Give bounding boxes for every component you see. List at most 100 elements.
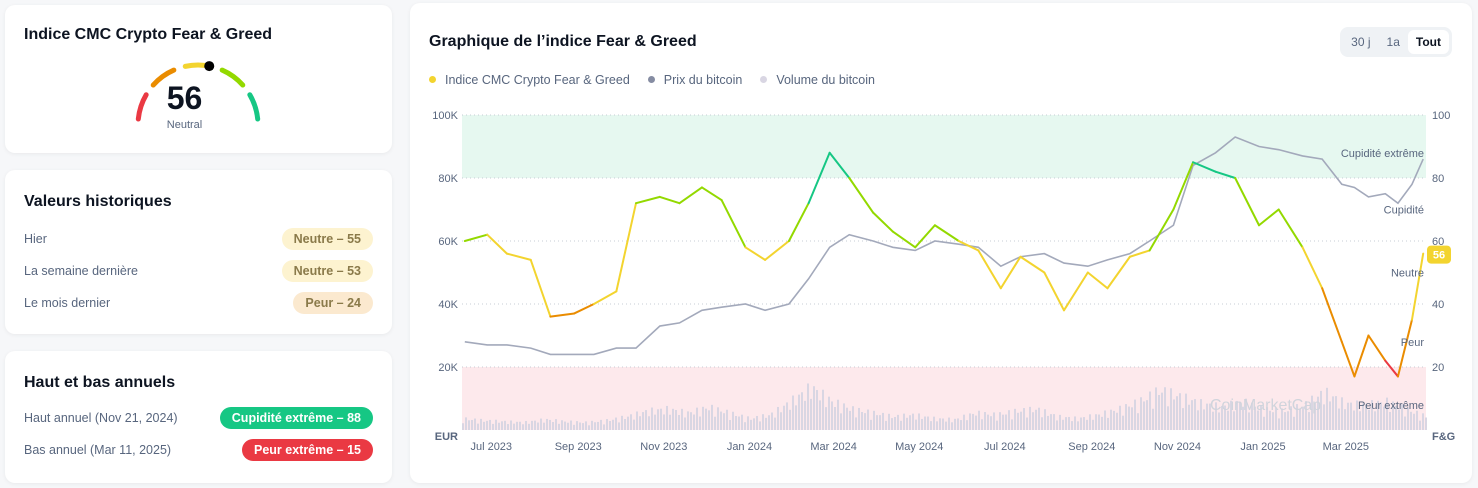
volume-bar	[1359, 411, 1361, 430]
volume-bar	[1302, 406, 1304, 430]
volume-bar	[1071, 421, 1073, 430]
volume-bar	[1203, 409, 1205, 430]
volume-bar	[966, 420, 968, 430]
volume-bar	[894, 417, 896, 430]
volume-bar	[1221, 405, 1223, 430]
legend-fear-greed[interactable]: Indice CMC Crypto Fear & Greed	[429, 73, 630, 87]
gauge-segment	[247, 92, 261, 122]
volume-bar	[984, 412, 986, 430]
volume-bar	[879, 415, 881, 430]
fear-greed-segment	[720, 199, 747, 249]
x-axis-tick: Mar 2024	[810, 441, 856, 453]
gauge-needle-dot	[204, 61, 215, 72]
watermark-logo: CoinMarketCap	[1210, 397, 1321, 414]
volume-bar	[1326, 387, 1328, 430]
volume-bar	[795, 405, 797, 430]
range-all[interactable]: Tout	[1407, 30, 1449, 54]
volume-bar	[759, 421, 761, 430]
volume-bar	[1149, 391, 1151, 430]
volume-bar	[885, 420, 887, 430]
volume-bar	[1062, 419, 1064, 430]
volume-bar	[1029, 406, 1031, 430]
volume-bar	[915, 419, 917, 430]
volume-bar	[1197, 410, 1199, 430]
volume-bar	[750, 419, 752, 430]
volume-bar	[1230, 400, 1232, 430]
yearly-high-low-card: Haut et bas annuels Haut annuel (Nov 21,…	[5, 351, 392, 483]
historical-row: La semaine dernière Neutre – 53	[24, 260, 373, 282]
volume-bar	[489, 419, 491, 430]
volume-bar	[873, 410, 875, 430]
range-selector[interactable]: 30 j 1a Tout	[1340, 27, 1452, 57]
volume-bar	[870, 419, 872, 430]
volume-bar	[924, 416, 926, 430]
volume-bar	[1296, 404, 1298, 430]
range-1y[interactable]: 1a	[1386, 35, 1400, 49]
volume-bar	[822, 389, 824, 430]
left-axis-tick: 20K	[438, 362, 458, 374]
volume-bar	[1332, 396, 1334, 430]
volume-bar	[492, 423, 494, 430]
volume-bar	[540, 418, 542, 430]
volume-bar	[858, 407, 860, 430]
volume-bar	[999, 412, 1001, 430]
volume-bar	[696, 407, 698, 430]
volume-bar	[663, 414, 665, 430]
volume-bar	[1215, 402, 1217, 430]
fear-greed-segment	[658, 195, 681, 205]
fear-greed-segment	[957, 240, 980, 252]
volume-bar	[876, 415, 878, 430]
volume-bar	[1032, 412, 1034, 430]
fear-greed-segment	[914, 224, 936, 249]
yearly-row: Bas annuel (Mar 11, 2025) Peur extrême – …	[24, 439, 373, 461]
historical-values-card: Valeurs historiques Hier Neutre – 55 La se…	[5, 170, 392, 334]
volume-bar	[1191, 400, 1193, 430]
volume-bar	[1299, 409, 1301, 430]
volume-bar	[1416, 410, 1418, 430]
volume-bar	[753, 418, 755, 430]
volume-bar	[1176, 396, 1178, 430]
volume-bar	[1272, 412, 1274, 430]
chart-card: Graphique de l’indice Fear & Greed 30 j …	[410, 3, 1472, 483]
volume-bar	[714, 416, 716, 430]
volume-bar	[912, 413, 914, 430]
volume-bar	[987, 414, 989, 430]
volume-bar	[621, 415, 623, 430]
volume-bar	[516, 421, 518, 430]
volume-bar	[810, 398, 812, 430]
volume-bar	[1323, 404, 1325, 430]
volume-bar	[813, 386, 815, 430]
volume-bar	[1419, 420, 1421, 430]
chart-title: Graphique de l’indice Fear & Greed	[429, 33, 697, 50]
volume-bar	[768, 415, 770, 430]
fear-greed-chart[interactable]: 20K 20 40K 40 60K 60 80K 80 100K 100 EUR F&G Jul 202…	[410, 3, 1472, 483]
volume-bar	[1167, 406, 1169, 430]
volume-bar	[642, 412, 644, 430]
volume-bar	[1317, 396, 1319, 430]
volume-bar	[1074, 416, 1076, 430]
volume-bar	[1245, 398, 1247, 430]
legend-btc-volume[interactable]: Volume du bitcoin	[760, 73, 875, 87]
range-30d[interactable]: 30 j	[1351, 35, 1371, 49]
volume-bar	[957, 418, 959, 430]
volume-bar	[1374, 411, 1376, 430]
volume-bar	[471, 419, 473, 430]
volume-bar	[1038, 407, 1040, 430]
volume-bar	[585, 421, 587, 430]
volume-bar	[525, 420, 527, 430]
volume-bar	[1188, 404, 1190, 430]
volume-bar	[1287, 411, 1289, 430]
fear-greed-gauge	[135, 61, 261, 122]
volume-bar	[1413, 413, 1415, 430]
volume-bar	[1092, 419, 1094, 430]
volume-bar	[780, 412, 782, 430]
volume-bar	[1143, 401, 1145, 430]
volume-bar	[735, 415, 737, 430]
volume-bar	[774, 417, 776, 430]
volume-bar	[693, 414, 695, 430]
volume-bar	[474, 418, 476, 430]
fear-greed-segment	[549, 312, 576, 318]
legend-btc-price[interactable]: Prix du bitcoin	[647, 73, 742, 87]
x-axis-tick: Sep 2024	[1068, 441, 1115, 453]
fear-greed-segment	[872, 211, 894, 233]
